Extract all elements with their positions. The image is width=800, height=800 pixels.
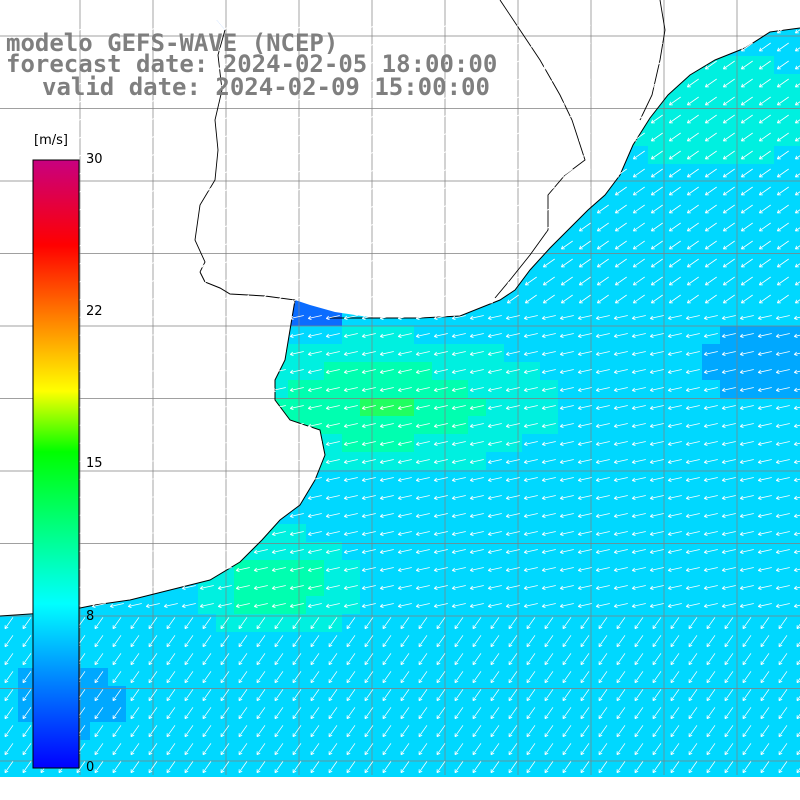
colorbar-tick-0: 0 xyxy=(86,760,95,775)
map-title-model: modelo GEFS-WAVE (NCEP) xyxy=(6,29,339,57)
colorbar-tick-30: 30 xyxy=(86,152,103,167)
colorbar-tick-8: 8 xyxy=(86,609,95,624)
colorbar xyxy=(32,159,80,769)
colorbar-tick-15: 15 xyxy=(86,456,103,471)
map-title-valid-date: valid date: 2024-02-09 15:00:00 xyxy=(42,73,490,101)
graticule xyxy=(0,0,800,775)
colorbar-unit-label: [m/s] xyxy=(34,133,68,148)
map-title-forecast-date: forecast date: 2024-02-05 18:00:00 xyxy=(6,50,498,78)
colorbar-tick-22: 22 xyxy=(86,304,103,319)
land-argentina xyxy=(0,0,325,616)
